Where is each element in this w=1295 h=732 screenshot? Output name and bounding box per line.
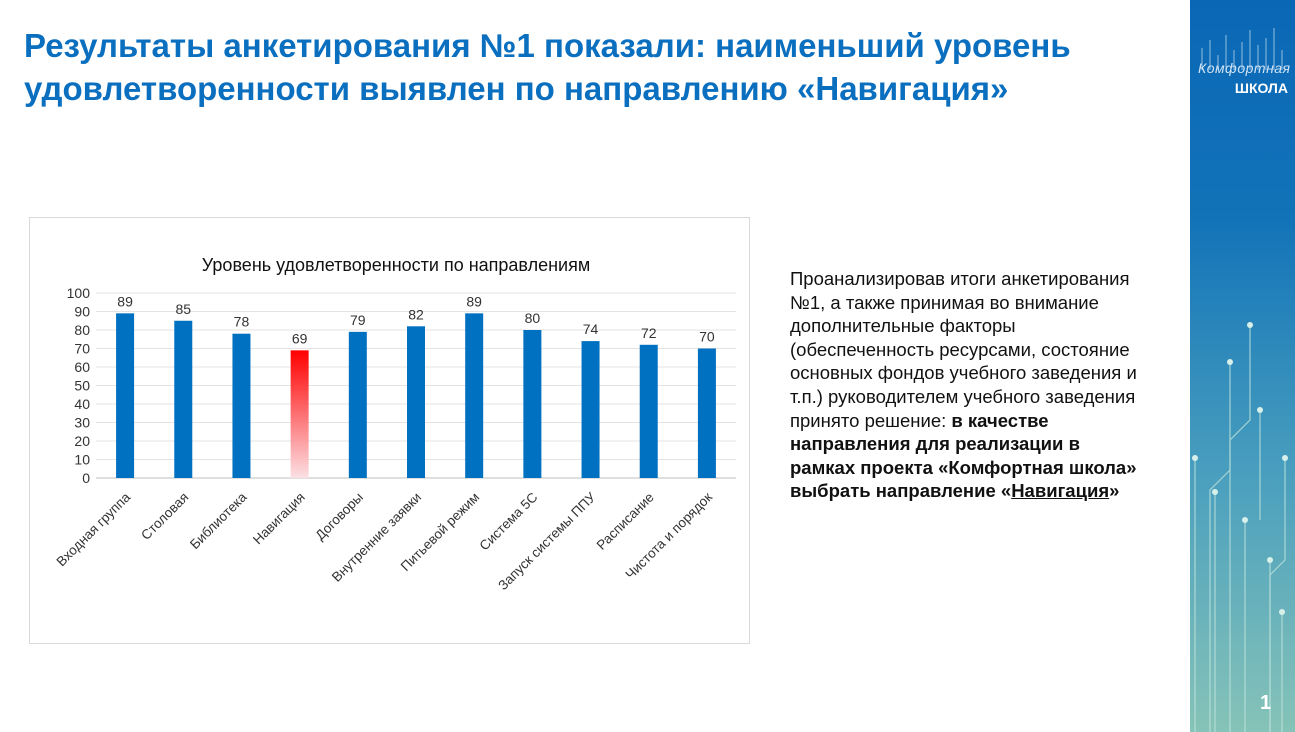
bar — [639, 344, 658, 478]
conclusion-normal: Проанализировав итоги анкетирования №1, … — [790, 268, 1137, 431]
x-tick-label: Договоры — [312, 490, 366, 544]
bar — [581, 341, 600, 478]
chart-title: Уровень удовлетворенности по направления… — [202, 255, 590, 275]
y-tick-label: 40 — [74, 396, 90, 412]
bar — [116, 313, 135, 478]
y-tick-label: 60 — [74, 359, 90, 375]
logo-text-bottom: школа — [1234, 80, 1288, 96]
y-tick-label: 0 — [82, 470, 90, 486]
slide-title: Результаты анкетирования №1 показали: на… — [24, 27, 1071, 107]
bar — [232, 333, 251, 478]
data-label: 89 — [117, 293, 133, 309]
y-tick-label: 30 — [74, 415, 90, 431]
data-label: 70 — [699, 329, 715, 345]
data-label: 78 — [234, 314, 250, 330]
conclusion-bold-end: » — [1109, 480, 1120, 502]
circuit-decoration — [1192, 28, 1288, 732]
data-label: 69 — [292, 330, 308, 346]
data-label: 80 — [525, 310, 541, 326]
data-label: 74 — [583, 321, 599, 337]
x-tick-label: Столовая — [138, 490, 191, 543]
brand-sidebar: Комфортная школа — [1190, 0, 1295, 732]
bar — [697, 348, 716, 478]
x-tick-label: Библиотека — [187, 489, 250, 552]
bar — [348, 331, 367, 478]
x-tick-label: Система 5С — [477, 489, 541, 553]
conclusion-text: Проанализировав итоги анкетирования №1, … — [790, 267, 1150, 503]
data-label: 89 — [466, 293, 482, 309]
bar — [523, 330, 542, 478]
data-label: 85 — [175, 301, 191, 317]
bar-chart: Уровень удовлетворенности по направления… — [29, 217, 750, 644]
data-label: 72 — [641, 325, 657, 341]
data-label: 82 — [408, 306, 424, 322]
bar — [174, 320, 193, 478]
x-tick-label: Запуск системы ППУ — [495, 489, 599, 593]
y-tick-label: 20 — [74, 433, 90, 449]
x-tick-label: Навигация — [250, 490, 308, 548]
conclusion-bold-text: в качестве направления для реализации в … — [790, 409, 1137, 502]
y-tick-label: 80 — [74, 322, 90, 338]
y-tick-label: 50 — [74, 378, 90, 394]
highlight-direction: Навигация — [1011, 480, 1110, 502]
page-number: 1 — [1260, 692, 1272, 714]
y-tick-label: 70 — [74, 341, 90, 357]
bar — [465, 313, 484, 478]
chart-canvas: Уровень удовлетворенности по направления… — [53, 255, 736, 593]
bar — [407, 326, 425, 478]
y-tick-label: 10 — [74, 452, 90, 468]
conclusion-bold: в качестве направления для реализации в … — [790, 410, 1137, 502]
bar-highlighted — [290, 350, 309, 478]
y-tick-label: 100 — [67, 285, 91, 301]
y-tick-label: 90 — [74, 304, 90, 320]
logo-text-top: Комфортная — [1198, 60, 1291, 76]
x-tick-label: Входная группа — [53, 489, 133, 569]
data-label: 79 — [350, 312, 366, 328]
x-tick-label: Расписание — [594, 490, 657, 553]
